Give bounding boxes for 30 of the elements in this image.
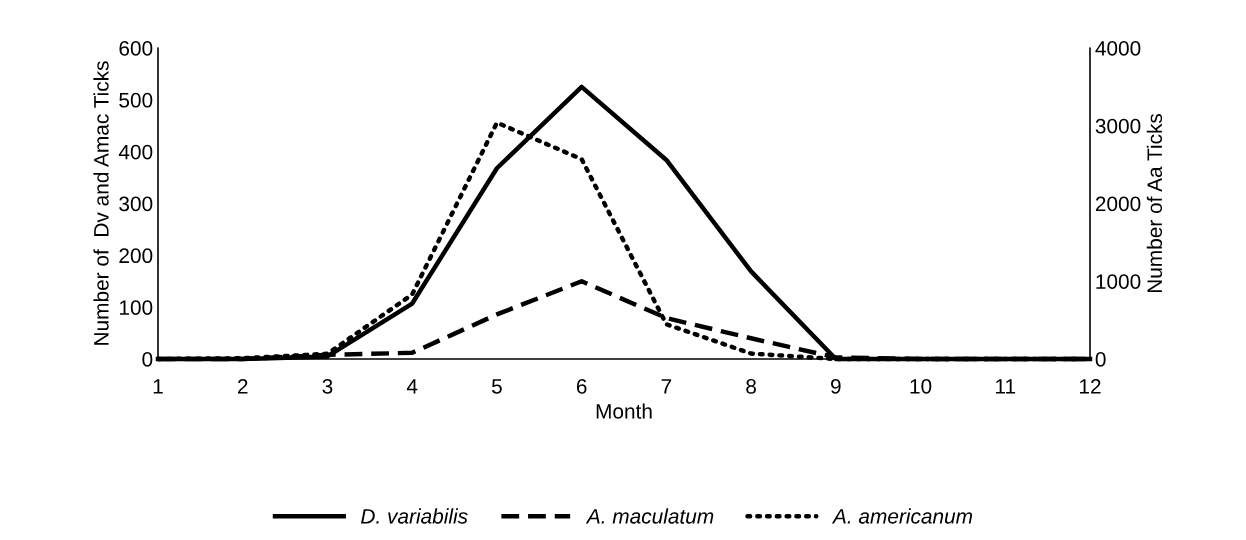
x-tick-label: 4 [406, 379, 418, 394]
x-tick-label: 5 [491, 379, 502, 394]
x-tick-label: 1 [153, 379, 163, 394]
y-tick-label: 100 [119, 300, 153, 315]
legend-label: A. americanum [831, 508, 973, 524]
x-tick-label: 8 [746, 378, 756, 394]
legend-label: A. maculatum [585, 508, 714, 524]
legend-label: D. variabilis [361, 508, 468, 524]
y2-axis-title: Number of Aa Ticks [1146, 113, 1163, 293]
y-tick-label: 600 [119, 41, 153, 56]
x-tick-label: 6 [576, 378, 587, 394]
y-axis-title: Number of Dv and Amac Ticks [93, 61, 109, 345]
y-tick-label: 300 [119, 196, 153, 212]
y-tick-label: 400 [118, 144, 153, 160]
y2-tick-label: 2000 [1095, 196, 1141, 212]
x-tick-label: 11 [996, 379, 1016, 394]
y-tick-label: 500 [119, 92, 153, 108]
y2-tick-label: 1000 [1096, 274, 1141, 289]
x-tick-label: 10 [910, 378, 932, 394]
x-tick-label: 2 [237, 378, 248, 394]
x-axis-title: Month [596, 403, 652, 419]
y-tick-label: 200 [119, 248, 153, 264]
x-tick-label: 9 [831, 378, 841, 394]
y2-tick-label: 4000 [1095, 41, 1141, 56]
y2-tick-label: 0 [1095, 352, 1106, 367]
x-tick-label: 12 [1080, 378, 1101, 394]
x-tick-label: 3 [322, 378, 333, 394]
x-tick-label: 7 [661, 379, 672, 394]
y-tick-label: 0 [142, 352, 153, 367]
y2-tick-label: 3000 [1095, 118, 1141, 134]
